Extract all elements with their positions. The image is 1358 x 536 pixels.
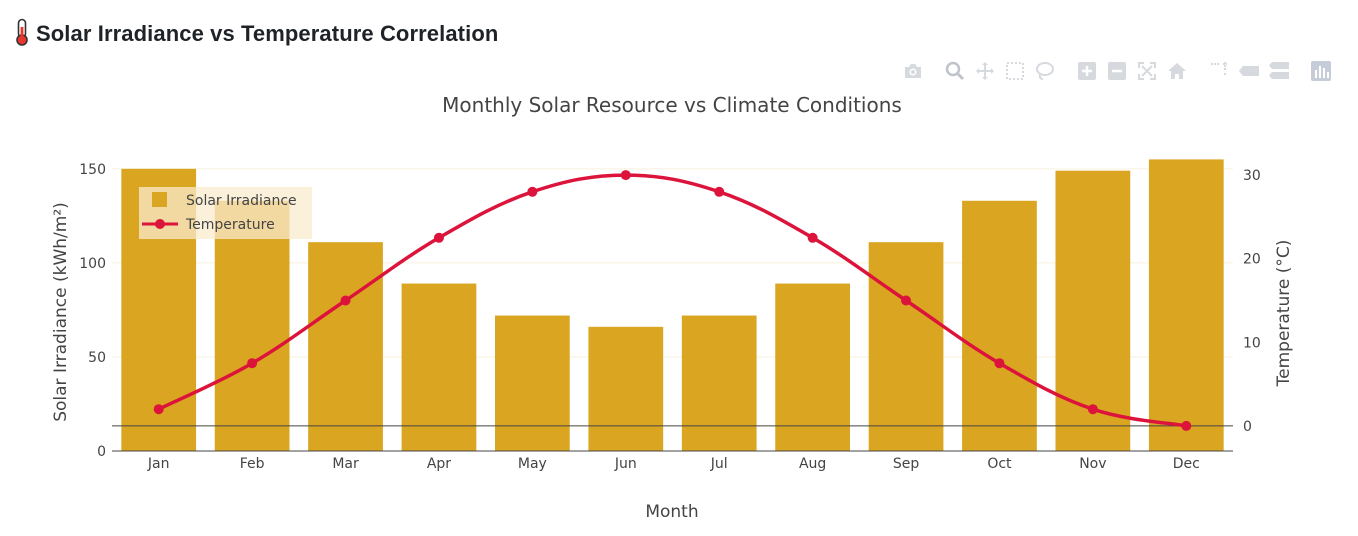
axes: [112, 425, 1233, 452]
legend-background: [139, 187, 312, 239]
temperature-point-may[interactable]: [527, 186, 538, 197]
zoom-out-icon[interactable]: [1106, 60, 1128, 82]
y2-axis-title: Temperature (°C): [1274, 240, 1294, 388]
x-tick-label: Feb: [240, 456, 265, 472]
page-title: Solar Irradiance vs Temperature Correlat…: [36, 21, 499, 46]
temperature-point-aug[interactable]: [807, 232, 818, 243]
temperature-point-apr[interactable]: [433, 232, 444, 243]
reset-axes-icon[interactable]: [1166, 60, 1188, 82]
bar-aug[interactable]: [775, 283, 850, 451]
legend-label-temperature[interactable]: Temperature: [185, 217, 275, 233]
legend-swatch-solar-irradiance[interactable]: [152, 192, 167, 207]
bar-oct[interactable]: [962, 200, 1037, 451]
x-tick-label: Mar: [332, 456, 359, 472]
x-tick-label: May: [518, 456, 547, 472]
temperature-point-oct[interactable]: [994, 358, 1005, 369]
y2-tick-label: 30: [1243, 168, 1261, 184]
y-tick-label: 150: [79, 162, 106, 178]
legend-label-solar-irradiance[interactable]: Solar Irradiance: [186, 193, 297, 209]
legend[interactable]: Solar Irradiance Temperature: [139, 187, 312, 239]
bar-apr[interactable]: [401, 283, 477, 451]
hover-compare-icon[interactable]: [1268, 60, 1290, 82]
x-tick-label: Jun: [614, 456, 637, 472]
x-tick-label: Apr: [427, 456, 451, 472]
x-axis-title: Month: [645, 502, 698, 522]
bar-jul[interactable]: [681, 315, 757, 451]
x-tick-label: Aug: [799, 456, 826, 472]
gridlines: [112, 168, 1233, 358]
temperature-point-mar[interactable]: [340, 295, 351, 306]
temperature-point-jun[interactable]: [620, 170, 631, 181]
y2-tick-label: 0: [1243, 419, 1252, 435]
bar-mar[interactable]: [308, 242, 383, 451]
box-select-icon[interactable]: [1004, 60, 1026, 82]
temperature-point-jan[interactable]: [153, 404, 164, 415]
camera-icon[interactable]: [902, 60, 924, 82]
plotly-logo-icon[interactable]: [1310, 60, 1332, 82]
temperature-point-jul[interactable]: [714, 186, 725, 197]
spike-lines-icon[interactable]: [1208, 60, 1230, 82]
legend-marker-temperature: [155, 219, 165, 229]
x-tick-label: Jul: [710, 456, 728, 472]
chart-title: Monthly Solar Resource vs Climate Condit…: [442, 93, 902, 117]
bar-jun[interactable]: [588, 326, 664, 451]
line-series: [153, 170, 1192, 431]
chart-modebar: [902, 59, 1340, 83]
autoscale-icon[interactable]: [1136, 60, 1158, 82]
temperature-line[interactable]: [157, 173, 1187, 428]
y-tick-label: 50: [88, 350, 106, 366]
zoom-icon[interactable]: [944, 60, 966, 82]
thermometer-icon: [14, 18, 30, 50]
y-axis-title: Solar Irradiance (kWh/m²): [51, 202, 71, 422]
zoom-in-icon[interactable]: [1076, 60, 1098, 82]
hover-closest-icon[interactable]: [1238, 60, 1260, 82]
bar-sep[interactable]: [868, 242, 944, 451]
y2-tick-label: 10: [1243, 335, 1261, 351]
y-tick-label: 100: [79, 256, 106, 272]
ticks: 0 50 100 150 0 10 20 30 Jan Feb Mar Apr May Jun Jul Aug…: [79, 162, 1261, 472]
y2-tick-label: 20: [1243, 252, 1261, 268]
lasso-select-icon[interactable]: [1034, 60, 1056, 82]
bar-feb[interactable]: [214, 200, 290, 451]
pan-icon[interactable]: [974, 60, 996, 82]
bar-dec[interactable]: [1148, 159, 1224, 451]
temperature-point-dec[interactable]: [1181, 420, 1192, 431]
temperature-point-nov[interactable]: [1087, 404, 1098, 415]
bar-series: [121, 159, 1224, 451]
x-tick-label: Oct: [987, 456, 1012, 472]
bar-may[interactable]: [495, 315, 570, 451]
page-header: Solar Irradiance vs Temperature Correlat…: [14, 18, 498, 50]
temperature-point-feb[interactable]: [247, 358, 258, 369]
x-tick-label: Jan: [147, 456, 170, 472]
temperature-point-sep[interactable]: [901, 295, 912, 306]
y-tick-label: 0: [97, 444, 106, 460]
x-tick-label: Nov: [1079, 456, 1106, 472]
x-tick-label: Dec: [1173, 456, 1200, 472]
x-tick-label: Sep: [893, 456, 920, 472]
